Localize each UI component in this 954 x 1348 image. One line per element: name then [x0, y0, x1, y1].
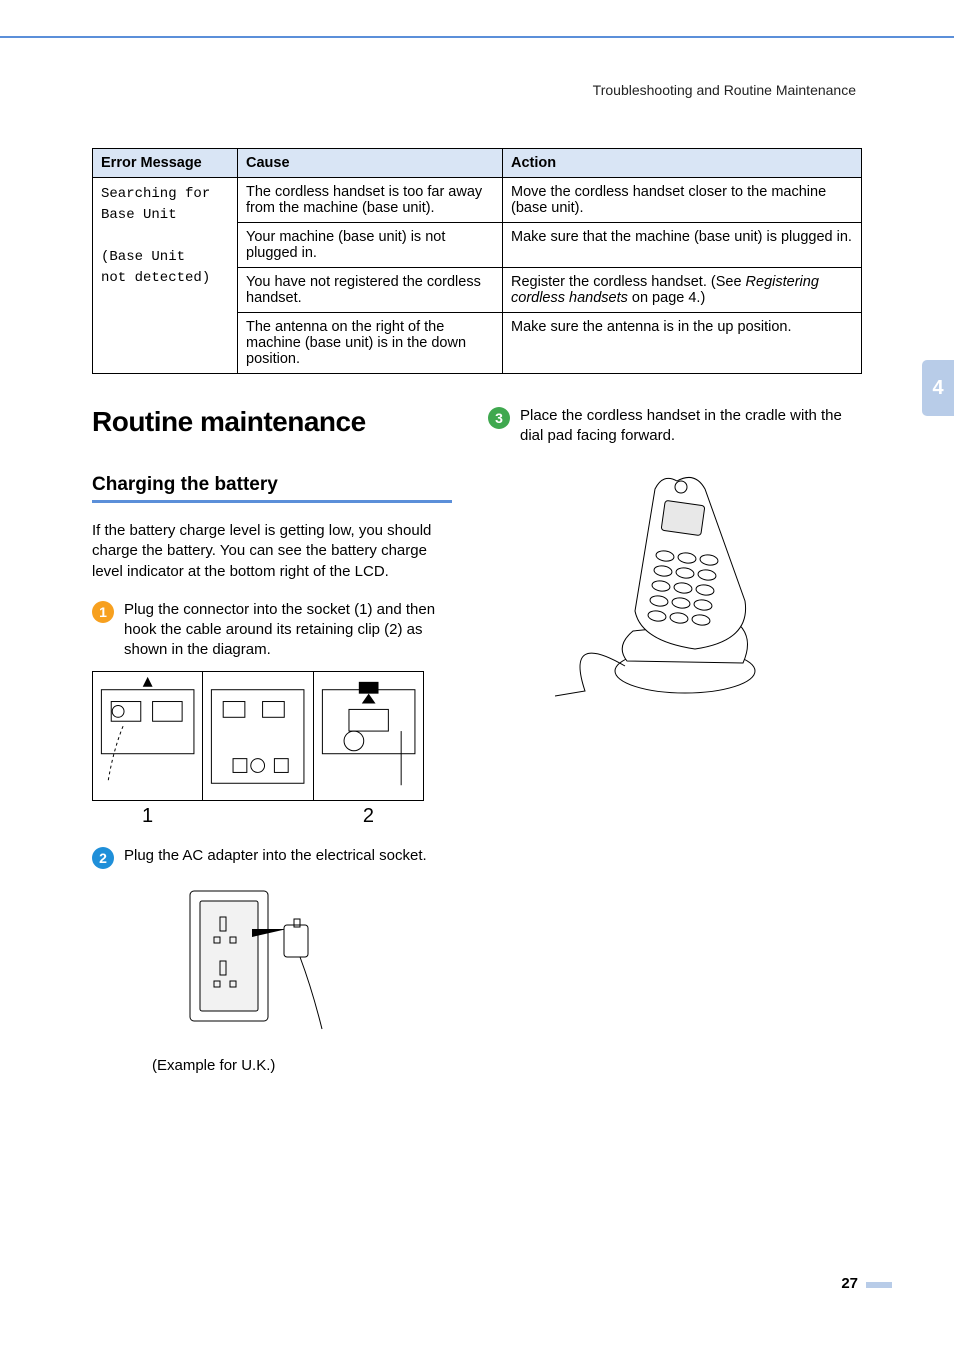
step-3: 3 Place the cordless handset in the crad… — [488, 406, 862, 447]
action-cell: Register the cordless handset. (See Regi… — [503, 268, 862, 313]
action-text: on page 4.) — [628, 290, 705, 306]
diagram-panel-1 — [93, 672, 203, 800]
cause-cell: The antenna on the right of the machine … — [238, 313, 503, 374]
cause-cell: You have not registered the cordless han… — [238, 268, 503, 313]
diagram-panel-2 — [203, 672, 313, 800]
diagram-2-caption: (Example for U.K.) — [152, 1057, 452, 1074]
step-text: Plug the connector into the socket (1) a… — [124, 600, 452, 661]
step-number-badge: 2 — [92, 847, 114, 869]
table-header-row: Error Message Cause Action — [93, 149, 862, 178]
step-2: 2 Plug the AC adapter into the electrica… — [92, 846, 452, 869]
step-number: 1 — [99, 604, 107, 620]
body-columns: Routine maintenance Charging the battery… — [92, 406, 862, 1074]
col-header-action: Action — [503, 149, 862, 178]
diagram-label-2: 2 — [363, 805, 374, 828]
section-title: Routine maintenance — [92, 406, 452, 438]
error-line: Base Unit — [101, 207, 177, 223]
step-text: Place the cordless handset in the cradle… — [520, 406, 862, 447]
subsection-rule — [92, 500, 452, 503]
left-column: Routine maintenance Charging the battery… — [92, 406, 452, 1074]
chapter-tab: 4 — [922, 360, 954, 416]
handset-svg — [555, 461, 795, 711]
col-header-error: Error Message — [93, 149, 238, 178]
cause-cell: Your machine (base unit) is not plugged … — [238, 223, 503, 268]
step-number-badge: 3 — [488, 407, 510, 429]
step-number: 3 — [495, 410, 503, 426]
intro-paragraph: If the battery charge level is getting l… — [92, 521, 452, 582]
page-number: 27 — [841, 1275, 858, 1292]
panel-1-svg — [93, 672, 202, 800]
right-column: 3 Place the cordless handset in the crad… — [488, 406, 862, 1074]
error-line: Searching for — [101, 186, 210, 202]
action-cell: Make sure that the machine (base unit) i… — [503, 223, 862, 268]
action-cell: Move the cordless handset closer to the … — [503, 178, 862, 223]
connector-diagram — [92, 671, 424, 801]
diagram-panel-3 — [314, 672, 423, 800]
panel-2-svg — [203, 672, 312, 800]
table-row: Searching for Base Unit (Base Unit not d… — [93, 178, 862, 223]
cause-cell: The cordless handset is too far away fro… — [238, 178, 503, 223]
error-line: (Base Unit — [101, 249, 185, 265]
adapter-diagram-wrap — [182, 879, 342, 1039]
panel-3-svg — [314, 672, 423, 800]
step-number-badge: 1 — [92, 601, 114, 623]
diagram-1-labels: 1 2 — [92, 805, 424, 828]
subsection-title: Charging the battery — [92, 474, 452, 496]
breadcrumb: Troubleshooting and Routine Maintenance — [593, 82, 856, 98]
step-text: Plug the AC adapter into the electrical … — [124, 846, 427, 869]
page-number-bar — [866, 1282, 892, 1288]
step-1: 1 Plug the connector into the socket (1)… — [92, 600, 452, 661]
diagram-label-1: 1 — [142, 805, 153, 828]
top-rule — [0, 36, 954, 38]
adapter-svg — [182, 879, 342, 1039]
step-number: 2 — [99, 850, 107, 866]
page-content: Error Message Cause Action Searching for… — [92, 148, 862, 1074]
col-header-cause: Cause — [238, 149, 503, 178]
error-message-cell: Searching for Base Unit (Base Unit not d… — [93, 178, 238, 374]
action-cell: Make sure the antenna is in the up posit… — [503, 313, 862, 374]
handset-cradle-diagram — [555, 461, 795, 711]
adapter-diagram — [182, 879, 342, 1039]
error-line: not detected) — [101, 270, 210, 286]
action-text: Register the cordless handset. (See — [511, 274, 746, 290]
error-message-table: Error Message Cause Action Searching for… — [92, 148, 862, 374]
